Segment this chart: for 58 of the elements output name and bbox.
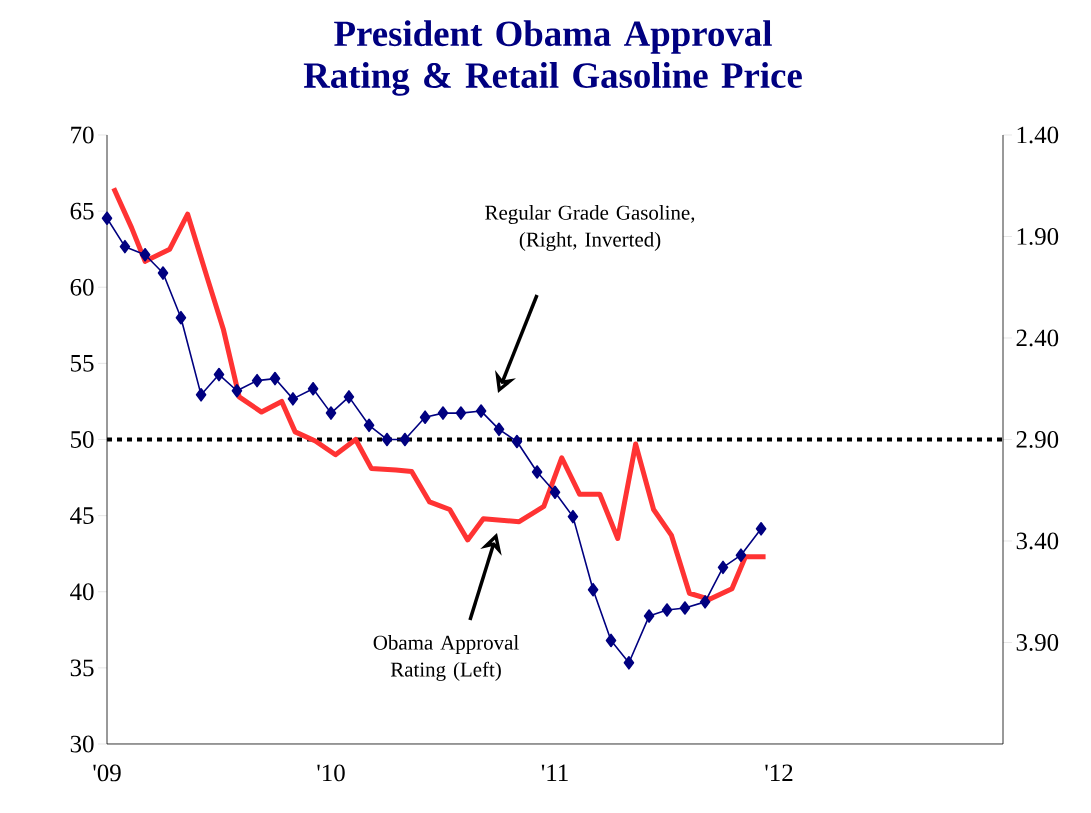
point xyxy=(679,601,691,615)
point xyxy=(119,239,131,254)
point xyxy=(231,383,243,398)
point xyxy=(455,406,467,420)
point xyxy=(643,609,655,623)
point xyxy=(717,560,729,575)
y-tick-label: 40 xyxy=(70,583,94,601)
y2-tick-label: 1.90 xyxy=(1017,228,1059,245)
point xyxy=(157,266,169,280)
point xyxy=(437,406,449,420)
point xyxy=(381,432,393,447)
point xyxy=(699,595,711,609)
point xyxy=(287,392,299,406)
point xyxy=(139,247,151,262)
y-tick-label: 65 xyxy=(70,202,94,220)
x-tick-label: '09 xyxy=(93,764,121,782)
annotation: Regular Grade Gasoline, (Right, Inverted) xyxy=(485,205,695,251)
point xyxy=(175,310,187,325)
point xyxy=(419,410,431,424)
x-tick-label: '11 xyxy=(541,764,568,781)
point xyxy=(399,432,411,447)
point xyxy=(343,390,355,404)
point xyxy=(213,367,225,382)
point xyxy=(587,582,599,597)
point xyxy=(623,655,635,670)
point xyxy=(511,434,523,449)
point xyxy=(549,485,561,500)
point xyxy=(325,406,337,420)
y2-tick-label: 2.90 xyxy=(1016,431,1059,448)
y2-tick-label: 1.40 xyxy=(1017,126,1059,144)
point xyxy=(661,603,673,617)
annotation: Obama Approval Rating (Left) xyxy=(373,635,519,681)
y2-tick-label: 3.90 xyxy=(1016,634,1059,651)
point xyxy=(493,422,505,437)
chart-title: President Obama Approval Rating & Retail Gasoline Price xyxy=(303,20,802,96)
x-tick-label: '12 xyxy=(765,764,793,781)
point xyxy=(475,404,487,418)
point xyxy=(251,373,263,388)
point xyxy=(567,509,579,524)
y2-tick-label: 3.40 xyxy=(1016,532,1059,550)
point xyxy=(605,633,617,648)
point xyxy=(363,418,375,433)
point xyxy=(307,381,319,396)
point xyxy=(101,211,113,226)
x-tick-label: '10 xyxy=(317,764,345,782)
point xyxy=(755,522,767,536)
y-tick-label: 55 xyxy=(71,355,94,372)
point xyxy=(195,388,207,402)
point xyxy=(269,371,281,386)
y2-tick-label: 2.40 xyxy=(1016,329,1059,347)
y-tick-label: 50 xyxy=(71,431,94,448)
y-tick-label: 30 xyxy=(70,735,94,753)
y-tick-label: 35 xyxy=(70,659,94,677)
point xyxy=(531,465,543,479)
y-tick-label: 45 xyxy=(70,507,94,524)
y-tick-label: 70 xyxy=(71,126,94,144)
point xyxy=(735,548,747,562)
y-tick-label: 60 xyxy=(70,278,94,296)
